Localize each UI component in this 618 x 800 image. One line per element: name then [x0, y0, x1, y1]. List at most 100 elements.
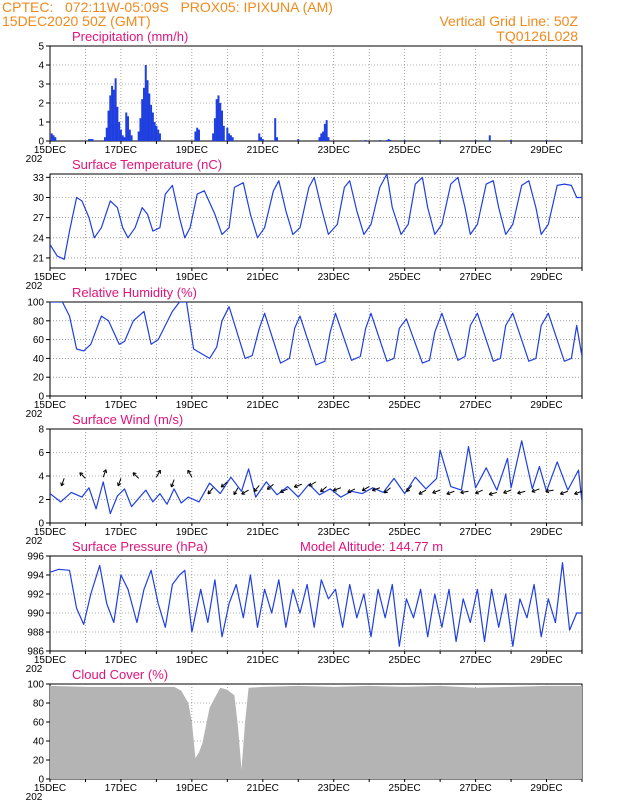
precip-year-label: 202 [26, 154, 43, 165]
precip-bar [88, 139, 91, 141]
wind-arrow-shaft [347, 488, 356, 493]
precip-bar [130, 135, 133, 141]
wind-arrow-head [132, 472, 137, 475]
cloud-ytick-label: 80 [33, 699, 45, 710]
wind-ytick-label: 8 [38, 425, 44, 436]
precip-bar [297, 139, 300, 141]
temp-xtick-label: 19DEC [176, 272, 208, 283]
wind-arrow-shaft [503, 489, 512, 494]
precip-bar [215, 99, 218, 141]
precip-xtick-label: 21DEC [247, 145, 279, 156]
wind-xtick-label: 21DEC [247, 527, 279, 538]
wind-arrow-head [503, 492, 508, 494]
wind-arrow-head [294, 486, 298, 489]
pressure-panel: 986 988 990 992 994 996 15DEC 17DEC 19DEC 21DEC 23… [26, 539, 583, 675]
wind-arrow-shaft [207, 487, 214, 495]
precip-bar [261, 139, 264, 141]
cloud-xtick-label: 23DEC [318, 783, 350, 794]
precip-bar [111, 85, 114, 141]
wind-arrow-head [61, 483, 65, 487]
pressure-ytick-label: 992 [27, 590, 44, 601]
temp-line [50, 174, 582, 260]
wind-arrow-shaft [241, 489, 249, 495]
wind-arrow-head [267, 488, 271, 490]
precip-bar [545, 140, 548, 141]
wind-arrow-head [446, 490, 450, 495]
temp-xtick-label: 27DEC [459, 272, 491, 283]
wind-arrow-head [221, 485, 225, 488]
pressure-ytick-label: 986 [27, 647, 44, 658]
cloud-xtick-label: 25DEC [389, 783, 421, 794]
precip-xtick-label: 23DEC [318, 145, 350, 156]
temp-xtick-label: 21DEC [247, 272, 279, 283]
precip-bar [474, 140, 477, 141]
wind-arrow-head [488, 491, 492, 495]
wind-arrow-shaft [155, 469, 161, 478]
wind-arrow-head [220, 483, 223, 488]
pressure-frame [49, 555, 583, 652]
temp-xtick-label: 25DEC [389, 272, 421, 283]
wind-arrow-head [187, 469, 192, 473]
precip-xtick-label: 25DEC [389, 145, 421, 156]
wind-xtick-label: 27DEC [459, 527, 491, 538]
humidity-xtick-label: 19DEC [176, 400, 208, 411]
wind-arrow-head [207, 490, 210, 494]
cloud-year-label: 202 [26, 792, 43, 800]
precip-bar [322, 131, 325, 141]
wind-arrow-head [320, 488, 323, 492]
precip-bar [325, 120, 328, 141]
precip-bar [196, 127, 199, 141]
pressure-ytick-label: 996 [27, 552, 44, 563]
wind-arrow-head [489, 494, 493, 496]
wind-xtick-label: 23DEC [318, 527, 350, 538]
pressure-xtick-label: 19DEC [176, 655, 208, 666]
precip-bar [148, 93, 151, 141]
precip-bar [226, 127, 229, 141]
header-date: 15DEC2020 50Z (GMT) [2, 13, 151, 29]
precip-bar [153, 122, 156, 141]
wind-ytick-label: 0 [38, 519, 44, 530]
wind-title: Surface Wind (m/s) [72, 412, 183, 427]
humidity-panel: 0 20 40 60 80 100 15DEC 17DEC 19DEC 21DEC 23DEC 25D… [26, 285, 583, 420]
precip-bar [510, 140, 513, 141]
wind-xtick-label: 25DEC [389, 527, 421, 538]
wind-arrow-shaft [362, 486, 370, 492]
precip-bar [194, 131, 197, 141]
wind-arrow-shaft [320, 486, 327, 493]
wind-arrow-shaft [308, 481, 317, 487]
wind-arrow-head [233, 492, 238, 496]
wind-arrow-head [253, 487, 256, 492]
precip-bar [364, 140, 367, 141]
wind-arrow-shaft [170, 479, 175, 488]
humidity-xtick-label: 27DEC [459, 400, 491, 411]
pressure-year-label: 202 [26, 664, 43, 675]
precip-bar [217, 95, 220, 141]
wind-arrow-head [241, 490, 244, 495]
cloud-ytick-label: 0 [38, 775, 44, 786]
precip-bar [50, 133, 53, 141]
precip-bar [197, 129, 200, 141]
precip-bar [275, 137, 278, 141]
temp-xtick-label: 15DEC [34, 272, 66, 283]
wind-arrow-shaft [489, 491, 498, 496]
precip-bar [125, 112, 128, 141]
precip-bar [52, 135, 55, 141]
humidity-xtick-label: 29DEC [530, 400, 562, 411]
wind-arrow-head [60, 482, 62, 486]
wind-arrow-head [460, 492, 465, 495]
wind-arrow-shaft [517, 490, 526, 494]
wind-arrow-head [132, 472, 135, 477]
precip-bar [389, 140, 392, 141]
cloud-xtick-label: 15DEC [34, 783, 66, 794]
wind-arrow-shaft [60, 478, 65, 487]
humidity-year-label: 202 [26, 409, 43, 420]
cloud-ytick-label: 20 [33, 756, 45, 767]
wind-xtick-label: 15DEC [34, 527, 66, 538]
wind-arrow-head [320, 490, 325, 493]
precip-bar [221, 110, 224, 141]
precip-bar [258, 133, 261, 141]
precip-bar [118, 122, 121, 141]
wind-arrow-shaft [266, 483, 274, 490]
wind-arrow-head [79, 472, 84, 475]
temp-ytick-label: 27 [33, 213, 45, 224]
